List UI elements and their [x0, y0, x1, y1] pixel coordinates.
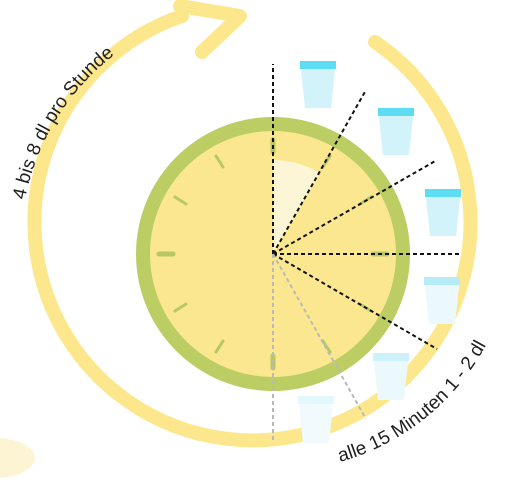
- water-glass-icon: [300, 61, 336, 108]
- glass-rim: [298, 396, 334, 404]
- tick-5: [321, 339, 332, 354]
- glass-body: [300, 61, 336, 108]
- tick-11: [214, 154, 225, 169]
- glass-body: [425, 189, 461, 236]
- tick-10: [173, 195, 188, 206]
- interval-lines: [272, 64, 462, 440]
- glass-rim: [378, 108, 414, 116]
- water-glass-icon: [424, 277, 460, 324]
- glass-rim: [424, 277, 460, 285]
- glass-body: [373, 353, 409, 400]
- glass-rim: [373, 353, 409, 361]
- water-glass-icon: [373, 353, 409, 400]
- interval-line: [272, 89, 367, 255]
- water-glass-icon: [378, 108, 414, 155]
- glass-body: [298, 396, 334, 443]
- interval-line: [272, 253, 367, 420]
- glass-body: [378, 108, 414, 155]
- outer-cycle-ring: [27, 0, 478, 448]
- tick-8: [173, 302, 188, 313]
- decorative-blob: [0, 438, 35, 478]
- arrowhead-icon: [173, 0, 247, 59]
- glass-body: [424, 277, 460, 324]
- interval-line: [272, 253, 438, 350]
- outer-ring-arc: [27, 9, 478, 448]
- interval-line: [272, 159, 438, 255]
- glass-rim: [300, 61, 336, 69]
- glass-rim: [425, 189, 461, 197]
- elapsed-wedge: [273, 160, 320, 254]
- tick-7: [214, 339, 225, 354]
- water-glasses: [298, 61, 461, 443]
- water-glass-icon: [298, 396, 334, 443]
- water-glass-icon: [425, 189, 461, 236]
